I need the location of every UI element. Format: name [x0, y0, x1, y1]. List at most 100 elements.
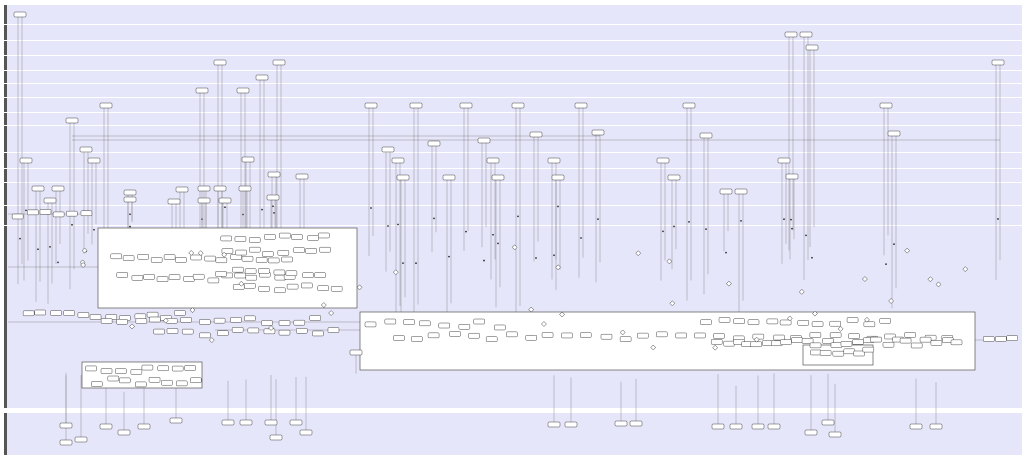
lane [4, 206, 1022, 225]
task [197, 197, 211, 204]
task [832, 350, 845, 357]
event [805, 234, 807, 237]
event [497, 242, 499, 245]
task [804, 429, 818, 436]
task [195, 87, 209, 94]
task [485, 336, 498, 342]
gateway [80, 262, 86, 268]
gateway [904, 247, 910, 254]
event [688, 220, 690, 223]
event [397, 223, 399, 226]
task [255, 257, 268, 263]
task [74, 436, 88, 443]
lane [4, 183, 1022, 205]
task [244, 283, 256, 289]
task [309, 315, 322, 321]
task [752, 333, 765, 340]
lane [4, 84, 1022, 97]
task [249, 246, 261, 253]
task [879, 102, 893, 109]
task [258, 286, 270, 292]
task [199, 319, 211, 325]
event [272, 205, 274, 208]
task [31, 185, 45, 192]
task [174, 310, 186, 316]
gateway [541, 321, 547, 327]
gateway [962, 266, 969, 272]
task [459, 102, 473, 109]
task [100, 368, 113, 374]
gateway [862, 276, 868, 282]
task [317, 285, 329, 291]
task [767, 423, 781, 430]
task [293, 319, 306, 326]
lane-header [4, 71, 7, 83]
task [245, 274, 258, 281]
lane-header [4, 56, 7, 70]
task [261, 320, 273, 326]
task [600, 333, 613, 340]
lane-header [4, 113, 7, 125]
task [184, 365, 196, 371]
task [579, 332, 592, 338]
task [393, 335, 405, 341]
task [810, 349, 822, 356]
task [166, 328, 179, 334]
task [547, 157, 561, 164]
task [163, 254, 176, 260]
task [22, 310, 35, 317]
task [747, 319, 760, 325]
task [879, 318, 891, 324]
event [783, 218, 785, 221]
gateway [188, 250, 195, 256]
task [675, 332, 687, 339]
task [85, 365, 97, 372]
task [785, 173, 799, 180]
task [574, 102, 588, 109]
task [149, 316, 161, 323]
task [261, 251, 274, 257]
task [809, 332, 822, 338]
task [175, 380, 188, 387]
task [729, 423, 743, 430]
task [319, 246, 331, 253]
gateway [208, 337, 215, 343]
task [175, 257, 187, 263]
gateway [864, 316, 870, 323]
gateway [726, 280, 732, 287]
task [65, 117, 79, 124]
task [403, 319, 415, 325]
task [79, 146, 93, 153]
task [272, 59, 286, 66]
gateway [356, 284, 363, 291]
task [312, 330, 324, 337]
task [264, 234, 276, 240]
task [141, 364, 154, 371]
task [750, 341, 762, 348]
task [840, 341, 853, 347]
task [511, 102, 525, 109]
lane [4, 71, 1022, 83]
task [230, 317, 242, 323]
task [130, 369, 143, 375]
task [273, 269, 286, 276]
task [90, 381, 103, 387]
event [885, 263, 887, 266]
task [77, 312, 90, 318]
gateway [81, 247, 88, 254]
gateway [786, 315, 793, 322]
task [263, 328, 276, 335]
task [238, 185, 252, 192]
task [107, 375, 120, 382]
task [19, 157, 33, 164]
task [723, 340, 735, 347]
task [215, 257, 228, 264]
task [289, 419, 303, 426]
task [39, 209, 52, 215]
event [740, 219, 742, 222]
gateway [812, 310, 818, 317]
event [662, 230, 664, 233]
task [281, 256, 293, 263]
task [50, 310, 62, 316]
task [409, 102, 423, 109]
